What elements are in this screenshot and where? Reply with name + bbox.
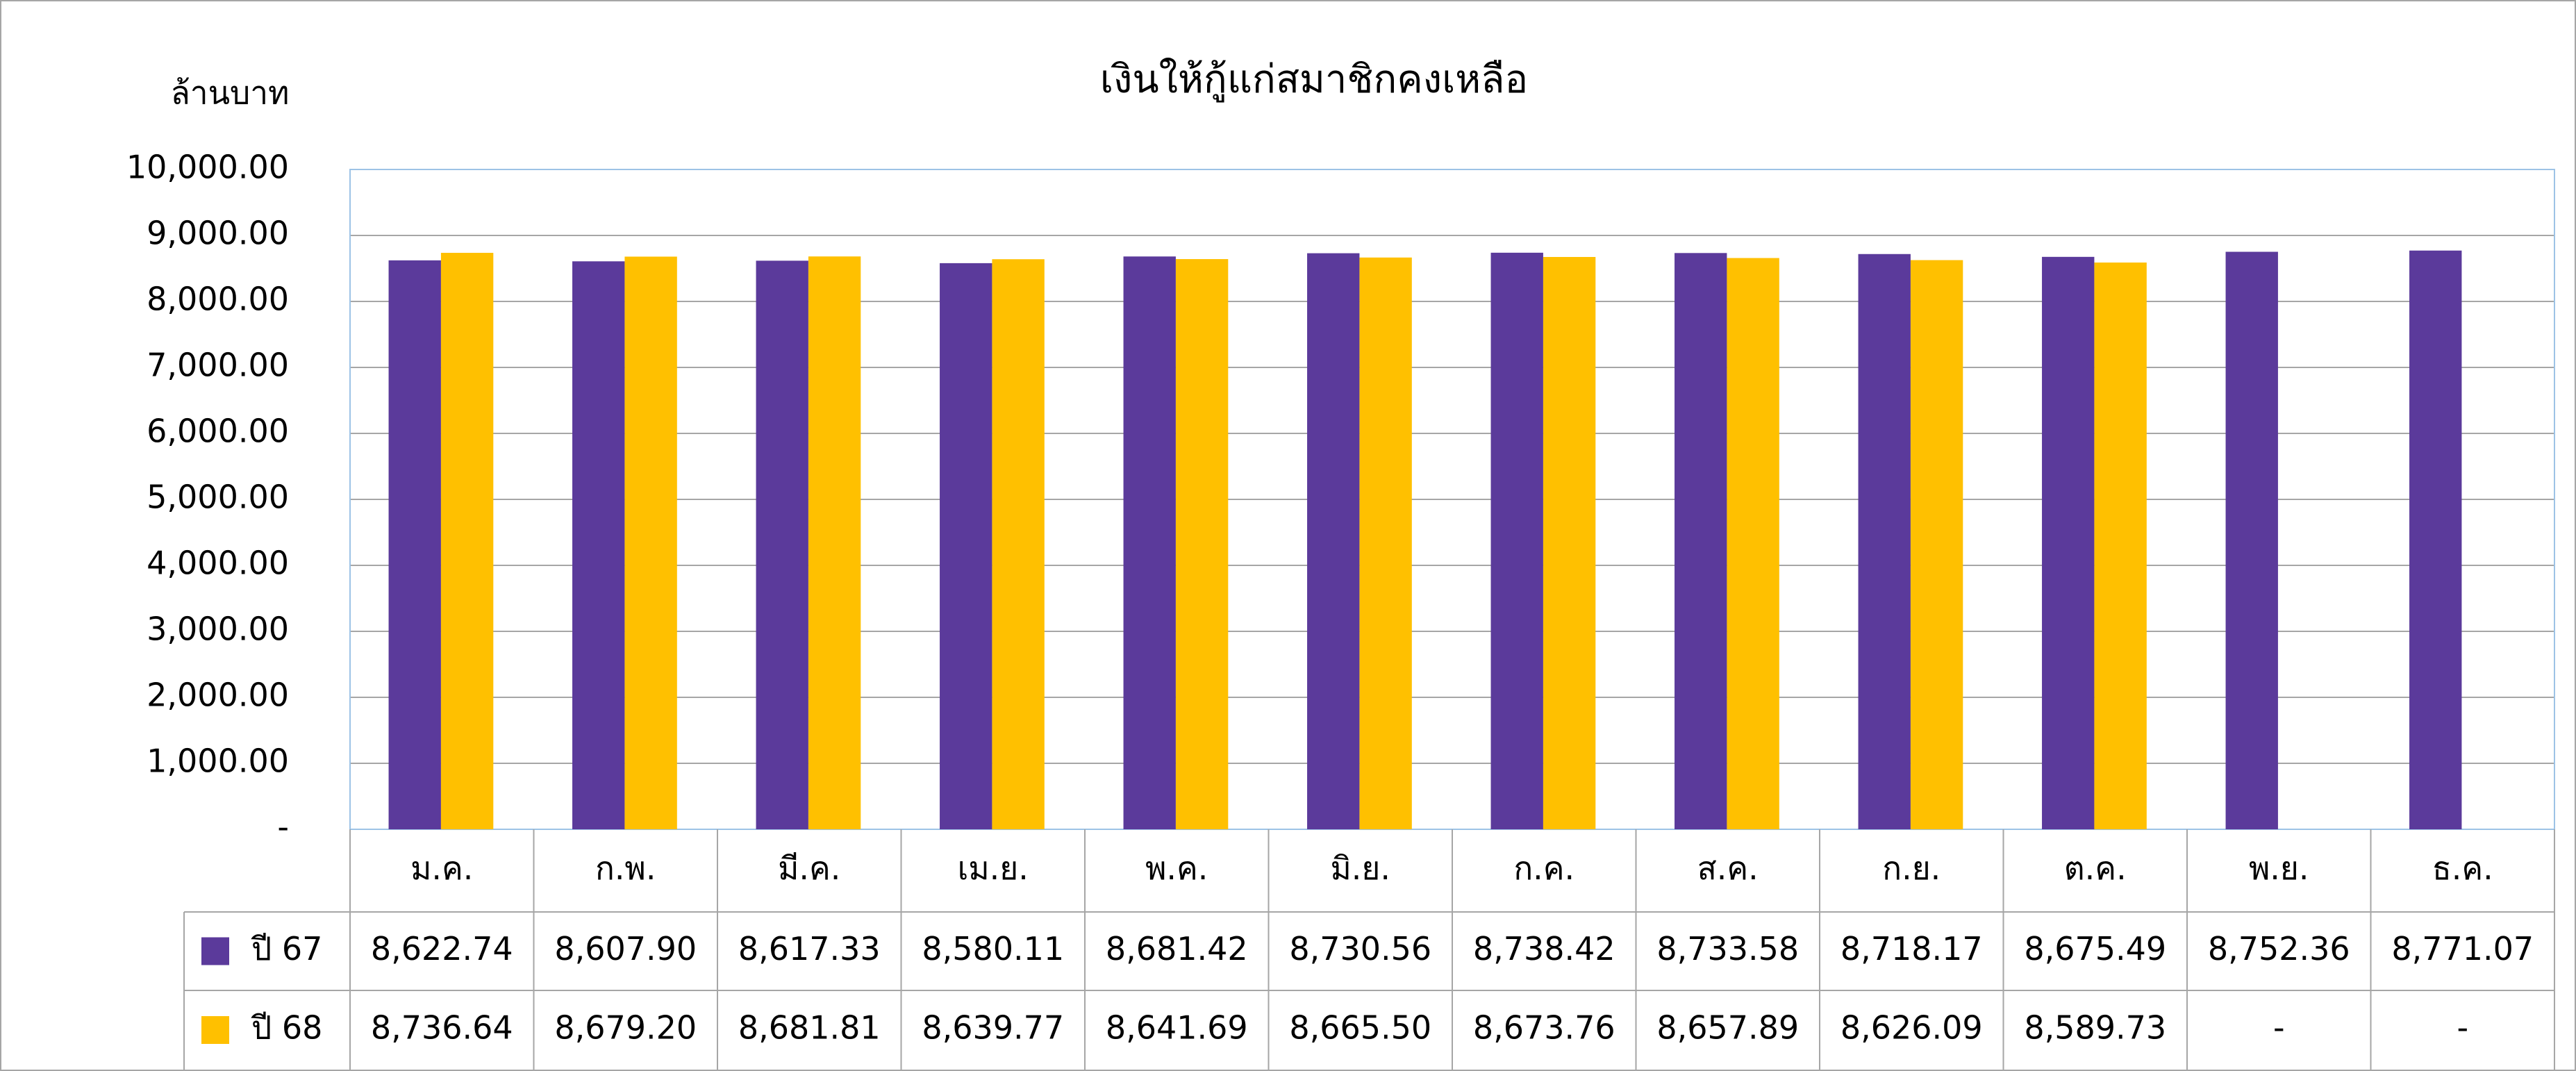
table-value: 8,730.56 bbox=[1289, 930, 1431, 968]
y-tick-label: 2,000.00 bbox=[147, 676, 289, 714]
x-tick-label: ก.ค. bbox=[1513, 849, 1574, 887]
table-value: 8,639.77 bbox=[922, 1009, 1064, 1047]
bar bbox=[388, 260, 441, 829]
bar bbox=[940, 263, 992, 830]
y-tick-label: 1,000.00 bbox=[147, 742, 289, 780]
table-value: - bbox=[2273, 1009, 2285, 1047]
y-tick-label: 7,000.00 bbox=[147, 347, 289, 384]
table-value: 8,617.33 bbox=[738, 930, 881, 968]
table-value: 8,733.58 bbox=[1656, 930, 1799, 968]
x-tick-label: ธ.ค. bbox=[2432, 849, 2493, 887]
table-value: 8,718.17 bbox=[1840, 930, 1983, 968]
table-value: 8,681.42 bbox=[1106, 930, 1248, 968]
table-value: 8,607.90 bbox=[554, 930, 697, 968]
x-tick-label: มิ.ย. bbox=[1330, 849, 1390, 887]
y-tick-label: 3,000.00 bbox=[147, 611, 289, 648]
bar bbox=[756, 260, 808, 829]
table-value: 8,641.69 bbox=[1106, 1009, 1248, 1047]
table-value: 8,771.07 bbox=[2391, 930, 2534, 968]
bar bbox=[1123, 256, 1176, 829]
bar bbox=[1307, 253, 1360, 829]
chart-title: เงินให้กู้แก่สมาชิกคงเหลือ bbox=[1100, 57, 1528, 103]
table-value: 8,752.36 bbox=[2208, 930, 2350, 968]
x-tick-label: พ.ค. bbox=[1145, 849, 1208, 887]
bar bbox=[2042, 256, 2095, 829]
x-tick-label: ส.ค. bbox=[1697, 849, 1759, 887]
bar bbox=[2225, 251, 2278, 830]
x-tick-label: ม.ค. bbox=[410, 849, 473, 887]
y-tick-label: 10,000.00 bbox=[126, 149, 289, 186]
x-tick-label: ก.พ. bbox=[595, 849, 656, 887]
x-tick-label: เม.ย. bbox=[958, 849, 1029, 887]
y-tick-label: 4,000.00 bbox=[147, 545, 289, 582]
bar bbox=[1727, 258, 1779, 829]
bar bbox=[1858, 254, 1911, 829]
bar bbox=[440, 253, 494, 830]
y-axis-label: ล้านบาท bbox=[171, 74, 290, 112]
x-tick-label: ต.ค. bbox=[2064, 849, 2127, 887]
y-tick-label: 6,000.00 bbox=[147, 413, 289, 450]
y-tick-label: 9,000.00 bbox=[147, 215, 289, 252]
y-tick-label: 5,000.00 bbox=[147, 479, 289, 516]
table-value: 8,675.49 bbox=[2024, 930, 2166, 968]
bar bbox=[624, 256, 677, 829]
table-value: 8,580.11 bbox=[922, 930, 1064, 968]
table-value: 8,738.42 bbox=[1473, 930, 1615, 968]
table-value: 8,589.73 bbox=[2024, 1009, 2166, 1047]
table-value: 8,681.81 bbox=[738, 1009, 881, 1047]
bar bbox=[1359, 257, 1412, 830]
x-tick-label: พ.ย. bbox=[2249, 849, 2309, 887]
legend-swatch bbox=[201, 937, 229, 965]
y-tick-label: 8,000.00 bbox=[147, 281, 289, 318]
bar bbox=[1543, 256, 1596, 829]
bar bbox=[1675, 253, 1727, 829]
table-value: 8,673.76 bbox=[1473, 1009, 1615, 1047]
legend-swatch bbox=[201, 1016, 229, 1044]
table-value: 8,626.09 bbox=[1840, 1009, 1983, 1047]
legend-label: ปี 68 bbox=[251, 1009, 323, 1047]
x-tick-label: มี.ค. bbox=[778, 849, 840, 887]
table-value: 8,622.74 bbox=[371, 930, 513, 968]
table-value: - bbox=[2457, 1009, 2468, 1047]
legend-label: ปี 67 bbox=[251, 930, 323, 968]
table-value: 8,736.64 bbox=[371, 1009, 513, 1047]
table-value: 8,657.89 bbox=[1656, 1009, 1799, 1047]
bar bbox=[1175, 259, 1229, 830]
bar bbox=[572, 261, 625, 829]
bar bbox=[1910, 260, 1963, 829]
bar bbox=[1490, 252, 1543, 829]
table-value: 8,679.20 bbox=[554, 1009, 697, 1047]
bar bbox=[2094, 262, 2147, 829]
table-value: 8,665.50 bbox=[1289, 1009, 1431, 1047]
x-tick-label: ก.ย. bbox=[1882, 849, 1941, 887]
bar bbox=[2409, 250, 2462, 829]
y-tick-label: - bbox=[277, 808, 289, 846]
bar bbox=[808, 256, 861, 830]
bar bbox=[992, 259, 1045, 829]
